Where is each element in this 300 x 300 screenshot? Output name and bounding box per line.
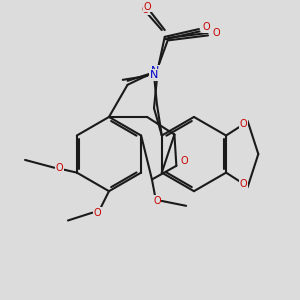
Text: O: O <box>141 4 149 14</box>
Text: O: O <box>180 156 188 166</box>
Text: O: O <box>143 2 151 12</box>
Text: O: O <box>240 119 247 129</box>
Text: O: O <box>213 28 220 38</box>
Text: N: N <box>151 66 159 76</box>
Text: O: O <box>153 196 160 206</box>
Text: O: O <box>240 179 247 189</box>
Text: O: O <box>93 208 101 218</box>
Text: N: N <box>150 70 158 80</box>
Text: O: O <box>203 22 211 32</box>
Text: O: O <box>56 163 63 173</box>
